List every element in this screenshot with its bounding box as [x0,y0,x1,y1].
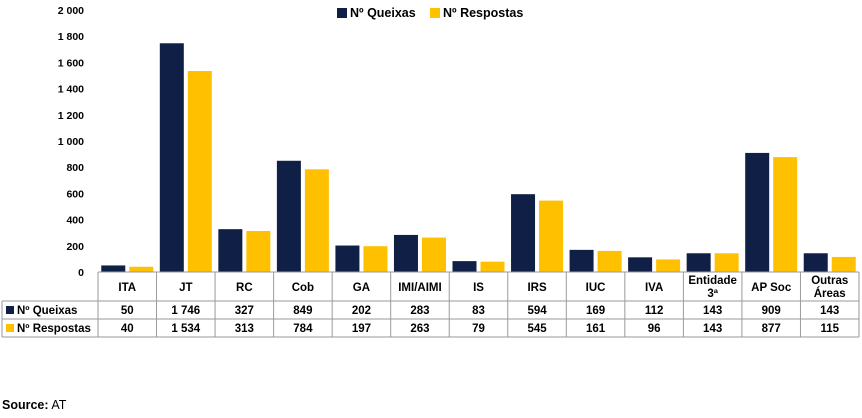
table-value: 115 [820,323,839,335]
bar-respostas [773,157,798,272]
bar-queixas [569,249,594,272]
x-category-label: RC [236,282,253,294]
legend-label: Nº Respostas [443,6,523,20]
bar-queixas [335,245,360,272]
table-value: 313 [235,323,254,335]
table-value: 112 [645,305,664,317]
bar-queixas [159,43,184,272]
bar-queixas [511,194,536,272]
x-category-label: ITA [118,282,136,294]
bar-queixas [276,160,301,272]
bar-respostas [363,246,388,272]
bar-queixas [745,152,770,272]
y-tick-label: 2 000 [58,5,84,17]
bar-respostas [187,71,212,273]
bar-respostas [539,200,564,272]
x-category-label: IUC [586,282,606,294]
table-value: 50 [121,305,134,317]
table-value: 849 [293,305,312,317]
table-value: 263 [410,323,429,335]
table-value: 1 746 [171,305,200,317]
x-category-label: Entidade [688,275,737,287]
x-category-label: JT [179,282,192,294]
legend-label: Nº Queixas [350,6,416,20]
bar-respostas [480,261,505,272]
bar-queixas [218,229,243,272]
y-tick-label: 1 400 [58,84,84,96]
table-value: 202 [352,305,371,317]
table-value: 1 534 [171,323,200,335]
x-category-label: Cob [292,282,314,294]
y-tick-label: 1 200 [58,110,84,122]
y-tick-label: 800 [66,162,84,174]
table-value: 143 [703,323,722,335]
source-label: Source: [2,398,49,412]
table-legend-key [6,324,14,332]
table-value: 283 [410,305,429,317]
legend-swatch [337,8,347,18]
y-tick-label: 1 800 [58,31,84,43]
bar-queixas [452,261,477,272]
x-category-label: Outras [811,275,848,287]
x-category-label: IRS [527,282,547,294]
bar-respostas [597,250,622,272]
bar-respostas [714,253,739,272]
table-value: 143 [820,305,839,317]
bar-queixas [101,265,126,272]
bar-queixas [686,253,711,272]
table-value: 161 [586,323,606,335]
table-value: 909 [762,305,781,317]
x-category-label: GA [353,282,370,294]
bar-respostas [304,169,329,272]
x-category-label: AP Soc [751,282,792,294]
table-value: 877 [762,323,781,335]
x-category-label: 3ª [707,288,718,300]
bar-queixas [803,253,828,272]
table-value: 143 [703,305,722,317]
x-category-label: Áreas [814,287,846,300]
table-value: 96 [648,323,661,335]
bar-respostas [129,266,154,272]
legend-swatch [430,8,440,18]
table-value: 79 [472,323,485,335]
table-value: 784 [293,323,313,335]
y-tick-label: 400 [66,215,84,227]
table-value: 594 [527,305,547,317]
table-value: 545 [527,323,547,335]
y-tick-label: 0 [78,267,84,279]
y-tick-label: 1 600 [58,57,84,69]
x-category-label: IS [473,282,484,294]
table-value: 327 [235,305,254,317]
bar-respostas [421,237,446,272]
table-series-name: Nº Queixas [17,305,77,317]
bar-respostas [831,256,856,272]
table-value: 197 [352,323,371,335]
y-tick-label: 200 [66,241,84,253]
table-legend-key [6,306,14,314]
table-value: 83 [472,305,485,317]
bar-respostas [246,230,271,272]
bar-respostas [656,259,681,272]
bar-queixas [393,234,418,272]
y-tick-label: 600 [66,188,84,200]
x-category-label: IMI/AIMI [398,282,441,294]
table-series-name: Nº Respostas [17,323,91,335]
table-value: 169 [586,305,605,317]
y-tick-label: 1 000 [58,136,84,148]
source-note: Source: AT [2,398,66,412]
bar-queixas [628,257,653,272]
x-category-label: IVA [645,282,663,294]
table-value: 40 [121,323,134,335]
source-value: AT [51,398,67,412]
